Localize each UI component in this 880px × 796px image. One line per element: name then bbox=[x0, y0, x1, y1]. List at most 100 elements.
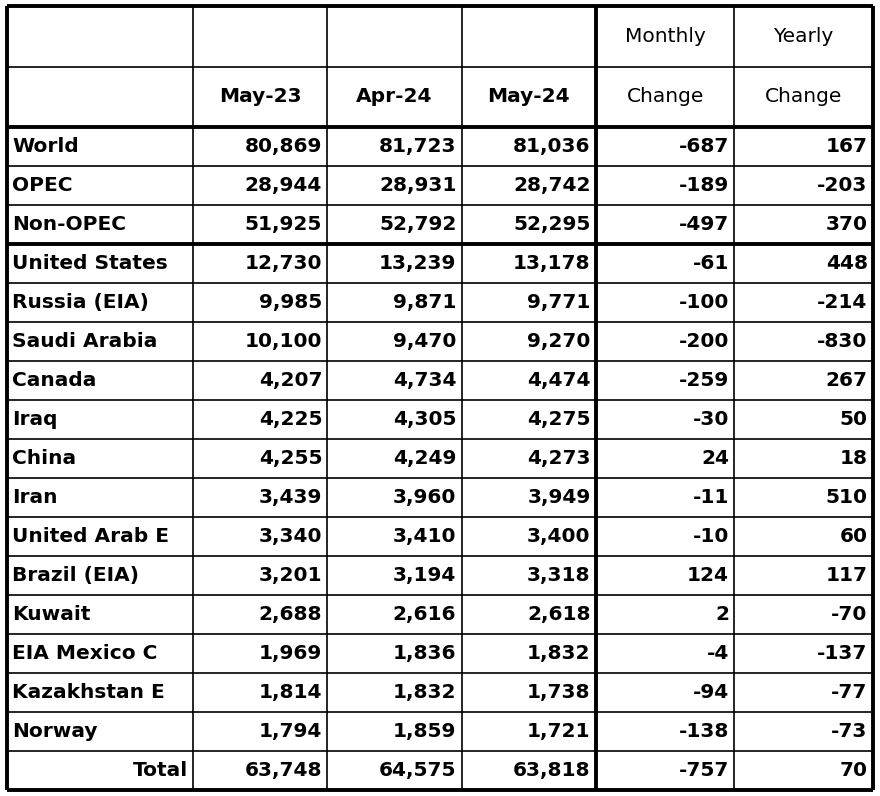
Text: 28,742: 28,742 bbox=[513, 176, 590, 195]
Text: Norway: Norway bbox=[12, 722, 98, 740]
Text: 2,616: 2,616 bbox=[392, 605, 457, 624]
Text: -138: -138 bbox=[678, 722, 730, 740]
Text: -4: -4 bbox=[707, 644, 730, 663]
Text: Iraq: Iraq bbox=[12, 410, 58, 429]
Text: OPEC: OPEC bbox=[12, 176, 73, 195]
Text: Canada: Canada bbox=[12, 371, 97, 390]
Text: 60: 60 bbox=[840, 527, 868, 546]
Text: 3,960: 3,960 bbox=[393, 488, 457, 507]
Text: -70: -70 bbox=[832, 605, 868, 624]
Text: -497: -497 bbox=[678, 215, 730, 234]
Text: 28,931: 28,931 bbox=[379, 176, 457, 195]
Text: 52,295: 52,295 bbox=[513, 215, 590, 234]
Text: EIA Mexico C: EIA Mexico C bbox=[12, 644, 158, 663]
Text: Iran: Iran bbox=[12, 488, 58, 507]
Text: 70: 70 bbox=[840, 761, 868, 779]
Text: -10: -10 bbox=[693, 527, 730, 546]
Text: 9,771: 9,771 bbox=[527, 293, 590, 312]
Text: -189: -189 bbox=[678, 176, 730, 195]
Text: 4,255: 4,255 bbox=[259, 449, 322, 468]
Text: 1,721: 1,721 bbox=[527, 722, 590, 740]
Text: World: World bbox=[12, 137, 79, 156]
Text: -30: -30 bbox=[693, 410, 730, 429]
Text: United States: United States bbox=[12, 254, 168, 273]
Text: 3,400: 3,400 bbox=[527, 527, 590, 546]
Text: 4,275: 4,275 bbox=[527, 410, 590, 429]
Text: 4,305: 4,305 bbox=[392, 410, 457, 429]
Text: -73: -73 bbox=[832, 722, 868, 740]
Text: 124: 124 bbox=[687, 566, 730, 585]
Text: 117: 117 bbox=[825, 566, 868, 585]
Text: 1,836: 1,836 bbox=[392, 644, 457, 663]
Text: China: China bbox=[12, 449, 77, 468]
Text: 1,832: 1,832 bbox=[392, 683, 457, 702]
Text: Apr-24: Apr-24 bbox=[356, 88, 433, 107]
Text: 4,207: 4,207 bbox=[259, 371, 322, 390]
Text: 50: 50 bbox=[840, 410, 868, 429]
Text: 1,794: 1,794 bbox=[259, 722, 322, 740]
Text: 3,194: 3,194 bbox=[393, 566, 457, 585]
Text: United Arab E: United Arab E bbox=[12, 527, 169, 546]
Text: 18: 18 bbox=[840, 449, 868, 468]
Text: 13,178: 13,178 bbox=[513, 254, 590, 273]
Text: 4,249: 4,249 bbox=[393, 449, 457, 468]
Text: 448: 448 bbox=[825, 254, 868, 273]
Text: Monthly: Monthly bbox=[625, 27, 706, 46]
Text: 4,734: 4,734 bbox=[392, 371, 457, 390]
Text: 28,944: 28,944 bbox=[245, 176, 322, 195]
Text: -203: -203 bbox=[818, 176, 868, 195]
Text: 370: 370 bbox=[825, 215, 868, 234]
Text: -200: -200 bbox=[678, 332, 730, 351]
Text: 81,723: 81,723 bbox=[379, 137, 457, 156]
Text: 4,273: 4,273 bbox=[527, 449, 590, 468]
Text: 1,814: 1,814 bbox=[259, 683, 322, 702]
Text: Change: Change bbox=[765, 88, 842, 107]
Text: -100: -100 bbox=[678, 293, 730, 312]
Text: 80,869: 80,869 bbox=[245, 137, 322, 156]
Text: 2: 2 bbox=[715, 605, 730, 624]
Text: Total: Total bbox=[133, 761, 188, 779]
Text: Saudi Arabia: Saudi Arabia bbox=[12, 332, 158, 351]
Text: 4,474: 4,474 bbox=[527, 371, 590, 390]
Text: -61: -61 bbox=[693, 254, 730, 273]
Text: 167: 167 bbox=[825, 137, 868, 156]
Text: Kuwait: Kuwait bbox=[12, 605, 91, 624]
Text: -259: -259 bbox=[678, 371, 730, 390]
Text: 24: 24 bbox=[701, 449, 730, 468]
Text: -214: -214 bbox=[818, 293, 868, 312]
Text: 64,575: 64,575 bbox=[379, 761, 457, 779]
Text: Russia (EIA): Russia (EIA) bbox=[12, 293, 150, 312]
Text: Kazakhstan E: Kazakhstan E bbox=[12, 683, 165, 702]
Text: 1,738: 1,738 bbox=[527, 683, 590, 702]
Text: 267: 267 bbox=[825, 371, 868, 390]
Text: 13,239: 13,239 bbox=[379, 254, 457, 273]
Text: 2,618: 2,618 bbox=[527, 605, 590, 624]
Text: 3,949: 3,949 bbox=[527, 488, 590, 507]
Text: 2,688: 2,688 bbox=[259, 605, 322, 624]
Text: 51,925: 51,925 bbox=[245, 215, 322, 234]
Text: Change: Change bbox=[627, 88, 704, 107]
Text: 9,985: 9,985 bbox=[259, 293, 322, 312]
Text: -137: -137 bbox=[818, 644, 868, 663]
Text: 12,730: 12,730 bbox=[245, 254, 322, 273]
Text: Yearly: Yearly bbox=[774, 27, 834, 46]
Text: 1,969: 1,969 bbox=[259, 644, 322, 663]
Text: 52,792: 52,792 bbox=[379, 215, 457, 234]
Text: 3,201: 3,201 bbox=[259, 566, 322, 585]
Text: 3,439: 3,439 bbox=[259, 488, 322, 507]
Text: 9,871: 9,871 bbox=[393, 293, 457, 312]
Text: 10,100: 10,100 bbox=[245, 332, 322, 351]
Text: 63,818: 63,818 bbox=[513, 761, 590, 779]
Text: 1,859: 1,859 bbox=[393, 722, 457, 740]
Text: 81,036: 81,036 bbox=[513, 137, 590, 156]
Text: 1,832: 1,832 bbox=[527, 644, 590, 663]
Text: 9,270: 9,270 bbox=[527, 332, 590, 351]
Text: 3,410: 3,410 bbox=[392, 527, 457, 546]
Text: Brazil (EIA): Brazil (EIA) bbox=[12, 566, 139, 585]
Text: -687: -687 bbox=[678, 137, 730, 156]
Text: -11: -11 bbox=[693, 488, 730, 507]
Text: 3,318: 3,318 bbox=[527, 566, 590, 585]
Text: -94: -94 bbox=[693, 683, 730, 702]
Text: May-24: May-24 bbox=[488, 88, 570, 107]
Text: 63,748: 63,748 bbox=[245, 761, 322, 779]
